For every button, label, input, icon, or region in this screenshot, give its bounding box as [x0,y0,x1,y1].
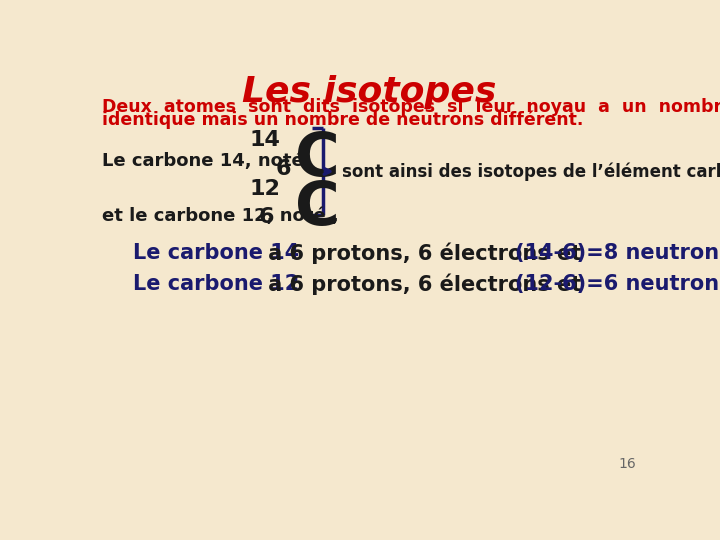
Text: (14-6)=8 neutrons: (14-6)=8 neutrons [516,244,720,264]
Text: identique mais un nombre de neutrons différent.: identique mais un nombre de neutrons dif… [102,110,583,129]
Text: et le carbone 12, noté ,: et le carbone 12, noté , [102,207,339,225]
Text: Le carbone 14, noté: Le carbone 14, noté [102,152,304,170]
Text: a 6 protons, 6 électrons et: a 6 protons, 6 électrons et [261,242,589,264]
Text: 12: 12 [249,179,280,199]
Text: 6: 6 [259,207,274,227]
Text: sont ainsi des isotopes de l’élément carbone.: sont ainsi des isotopes de l’élément car… [342,162,720,181]
Text: 14: 14 [249,130,280,150]
Text: a 6 protons, 6 électrons et: a 6 protons, 6 électrons et [261,273,589,295]
Text: 16: 16 [618,457,636,471]
Text: (12-6)=6 neutrons: (12-6)=6 neutrons [516,274,720,294]
Text: Deux  atomes  sont  dits  isotopes  si  leur  noyau  a  un  nombre  de  protons: Deux atomes sont dits isotopes si leur n… [102,98,720,116]
Text: C: C [295,130,340,189]
Text: Les isotopes: Les isotopes [242,75,496,109]
Text: Le carbone 14: Le carbone 14 [132,244,299,264]
Text: C: C [295,179,340,238]
Text: Le carbone 12: Le carbone 12 [132,274,299,294]
Text: 6: 6 [276,159,292,179]
